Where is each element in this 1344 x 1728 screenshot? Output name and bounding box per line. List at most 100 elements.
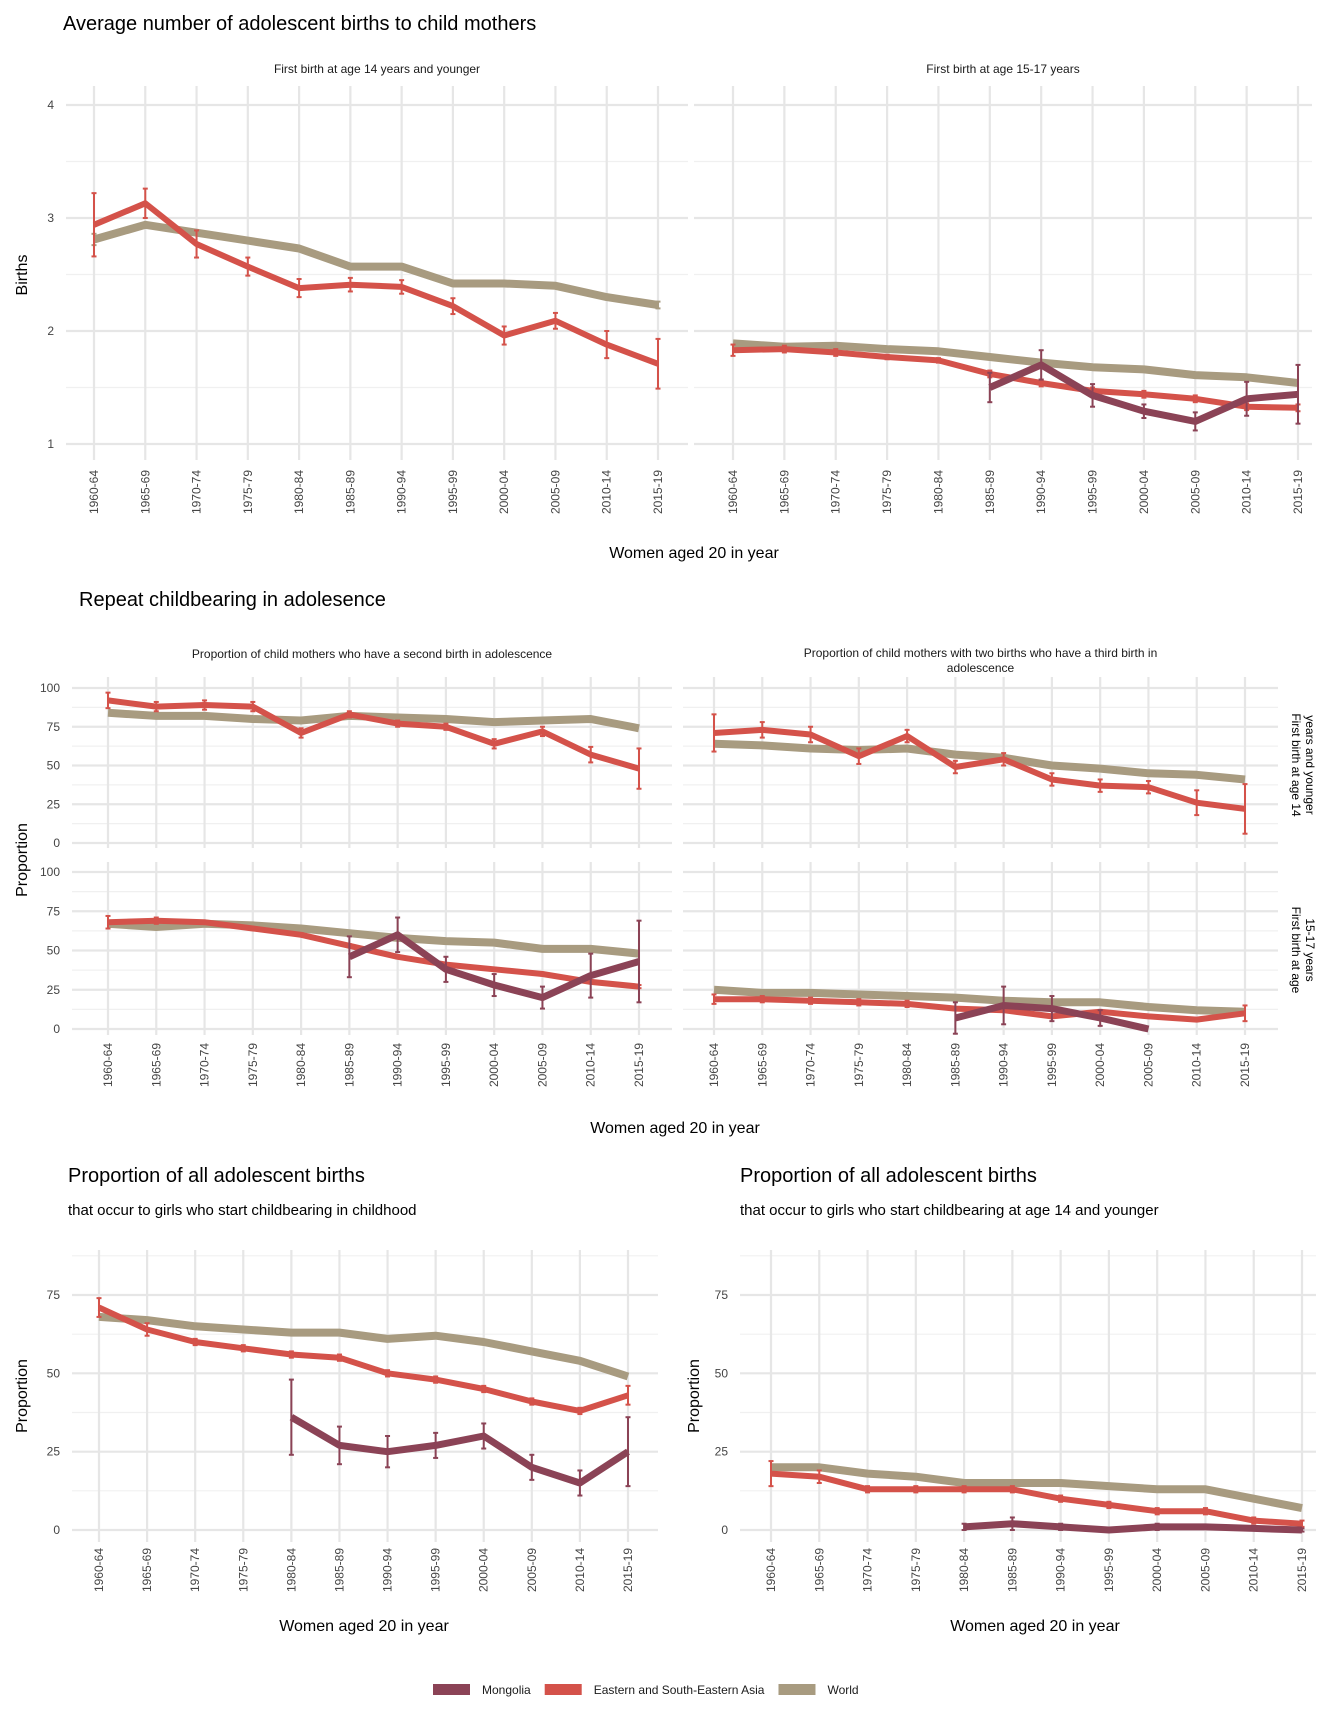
y-tick-label: 25	[715, 1445, 729, 1459]
x-tick-label: 1995-99	[446, 470, 460, 514]
y-axis-label-proportion-section2: Proportion	[14, 823, 31, 897]
x-tick-label: 1965-69	[149, 1043, 163, 1087]
series-line	[107, 917, 640, 990]
x-tick-label: 2005-09	[1198, 1548, 1212, 1592]
series-line	[107, 697, 640, 772]
x-tick-label: 1990-94	[1054, 1548, 1068, 1592]
y-tick-label: 75	[47, 720, 61, 734]
series-line	[713, 739, 1246, 784]
series-line	[713, 985, 1246, 1016]
series-line	[97, 1304, 629, 1414]
x-tick-label: 1980-84	[931, 470, 945, 514]
x-tick-label: 1970-74	[190, 470, 204, 514]
series-line	[92, 220, 659, 309]
series-eastern-and-south-eastern-asia	[768, 1460, 1305, 1528]
chart-panel-3: 0 25 50 75 100 Proportion of child mothers wh…	[40, 647, 672, 850]
y-tick-label: 75	[715, 1288, 729, 1302]
x-tick-label: 2005-09	[525, 1548, 539, 1592]
series-eastern-and-south-eastern-asia	[96, 1297, 631, 1416]
y-axis-label: Proportion	[686, 1359, 703, 1433]
chart-panel-5: 0 25 50 75 100 1960-64 1965-69 1970-74 1975-79 19…	[40, 862, 672, 1087]
x-tick-label: 1965-69	[138, 470, 152, 514]
x-tick-label: 2010-14	[600, 470, 614, 514]
x-tick-label: 1975-79	[909, 1548, 923, 1592]
row-strip-line: First birth at age	[1289, 907, 1303, 994]
x-tick-label: 1970-74	[804, 1043, 818, 1087]
x-tick-label: 1960-64	[101, 1043, 115, 1087]
x-tick-label: 1980-84	[900, 1043, 914, 1087]
x-axis-label: Women aged 20 in year	[279, 1618, 449, 1635]
row-strip-line: First birth at age 14	[1289, 713, 1303, 817]
y-tick-label: 50	[47, 944, 61, 958]
series-line	[98, 1312, 630, 1381]
x-tick-label: 2000-04	[1137, 470, 1151, 514]
x-tick-label: 1970-74	[861, 1548, 875, 1592]
y-tick-label: 2	[47, 324, 54, 338]
panel-title: Proportion of all adolescent births	[740, 1165, 1037, 1187]
panel-title: Proportion of all adolescent births	[68, 1165, 365, 1187]
x-tick-label: 1985-89	[342, 1043, 356, 1087]
x-tick-label: 1980-84	[294, 1043, 308, 1087]
x-tick-label: 1985-89	[343, 470, 357, 514]
series-mongolia	[346, 916, 642, 1010]
y-tick-label: 3	[47, 211, 54, 225]
y-tick-label: 75	[47, 904, 61, 918]
facet-strip-label: First birth at age 15-17 years	[926, 62, 1079, 76]
series-mongolia	[952, 985, 1150, 1035]
legend-label: World	[827, 1683, 858, 1697]
x-tick-label: 1995-99	[1086, 470, 1100, 514]
legend-item-mongolia: Mongolia	[433, 1683, 531, 1697]
x-tick-label: 1970-74	[198, 1043, 212, 1087]
x-tick-label: 1985-89	[948, 1043, 962, 1087]
series-eastern-and-south-eastern-asia	[105, 914, 642, 990]
legend-swatch	[433, 1684, 470, 1695]
y-tick-label: 75	[47, 1288, 61, 1302]
y-axis-label: Proportion	[14, 1359, 31, 1433]
x-tick-label: 1985-89	[332, 1548, 346, 1592]
x-tick-label: 1965-69	[755, 1043, 769, 1087]
x-tick-label: 1975-79	[852, 1043, 866, 1087]
x-tick-label: 2000-04	[477, 1548, 491, 1592]
section-title-avg-births: Average number of adolescent births to c…	[63, 13, 536, 35]
x-tick-label: 1975-79	[880, 470, 894, 514]
x-tick-label: 1970-74	[188, 1548, 202, 1592]
x-tick-label: 1990-94	[395, 470, 409, 514]
series-world	[91, 220, 661, 310]
x-tick-label: 2015-19	[632, 1043, 646, 1087]
panel-subtitle: that occur to girls who start childbeari…	[740, 1202, 1159, 1219]
x-tick-label: 2015-19	[621, 1548, 635, 1592]
x-tick-label: 1970-74	[829, 470, 843, 514]
facet-strip-label: Proportion of child mothers who have a s…	[192, 647, 553, 661]
row-strip-line: 15-17 years	[1303, 918, 1317, 981]
x-tick-label: 1995-99	[1102, 1548, 1116, 1592]
facet-strip-label: First birth at age 14 years and younger	[274, 62, 480, 76]
y-tick-label: 50	[715, 1366, 729, 1380]
x-tick-label: 1960-64	[707, 1043, 721, 1087]
x-axis-label: Women aged 20 in year	[950, 1618, 1120, 1635]
x-tick-label: 1980-84	[292, 470, 306, 514]
x-tick-label: 1965-69	[777, 470, 791, 514]
x-tick-label: 2010-14	[573, 1548, 587, 1592]
y-tick-label: 4	[47, 98, 54, 112]
x-tick-label: 2015-19	[651, 470, 665, 514]
chart-panel-1: 1 2 3 4 1960-64 1965-69 1970-74 1975-79 1980-84 1…	[47, 62, 688, 514]
legend-swatch	[544, 1684, 582, 1695]
x-tick-label: 1990-94	[1034, 470, 1048, 514]
series-line	[771, 1463, 1303, 1513]
x-tick-label: 2005-09	[548, 470, 562, 514]
y-tick-label: 50	[47, 1366, 61, 1380]
legend-label: Eastern and South-Eastern Asia	[594, 1683, 765, 1697]
series-world	[770, 1463, 1303, 1513]
legend-label: Mongolia	[482, 1683, 531, 1697]
x-tick-label: 2005-09	[535, 1043, 549, 1087]
x-tick-label: 1990-94	[391, 1043, 405, 1087]
x-tick-label: 1995-99	[429, 1548, 443, 1592]
series-line	[92, 200, 660, 367]
series-line	[289, 1414, 630, 1487]
series-line	[963, 1520, 1303, 1534]
x-tick-label: 1960-64	[764, 1548, 778, 1592]
x-axis-label-section1: Women aged 20 in year	[609, 545, 779, 562]
facet-strip-label: adolescence	[947, 661, 1015, 675]
chart-panel-8: 0 25 50 75 1960-64 1965-69 1970-74 1975-79 1980-…	[686, 1165, 1316, 1635]
x-tick-label: 1980-84	[284, 1548, 298, 1592]
